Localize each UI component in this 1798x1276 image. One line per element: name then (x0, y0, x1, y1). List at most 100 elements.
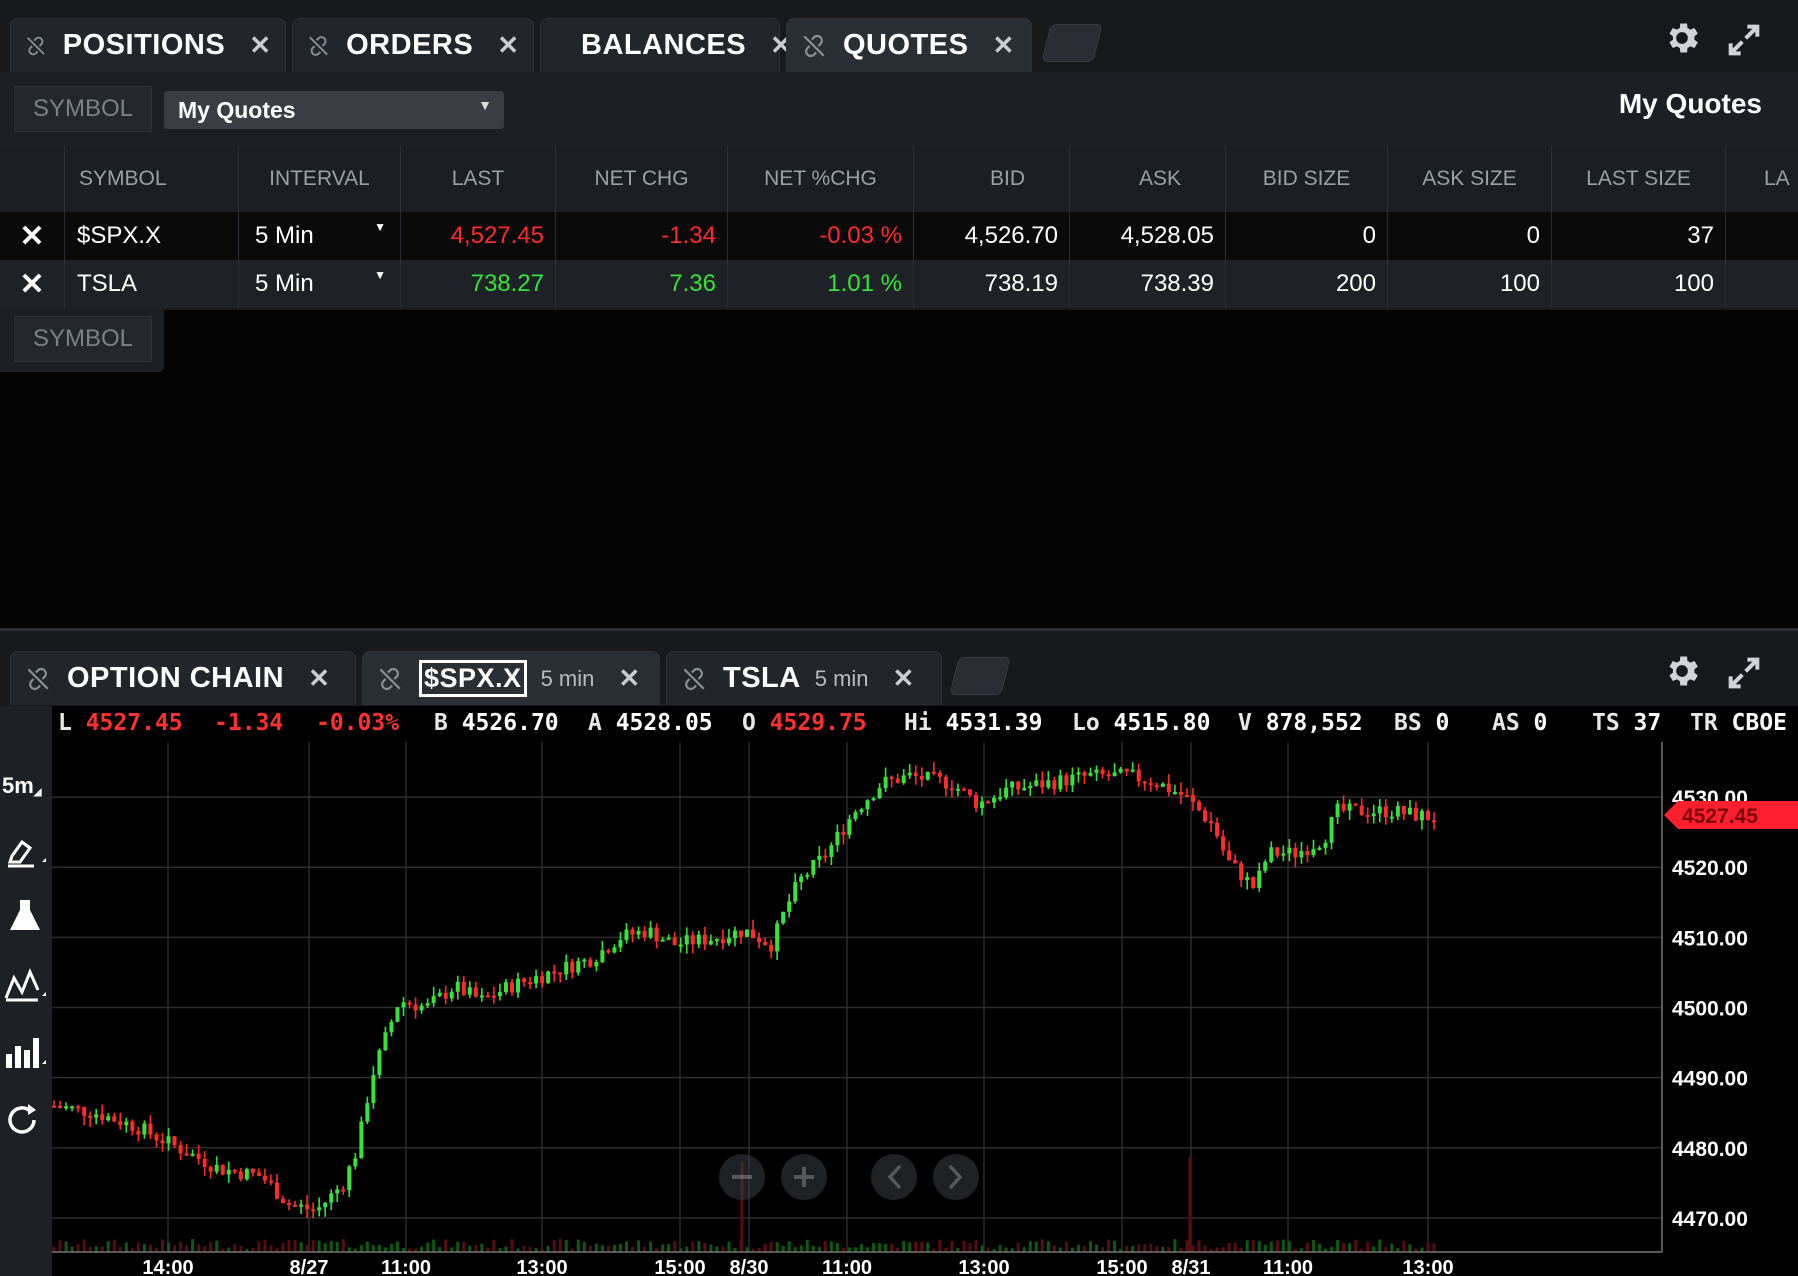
candle-body (678, 944, 683, 947)
volume-bar (1402, 1240, 1406, 1252)
col-la[interactable]: LA (1725, 146, 1798, 212)
watchlist-select[interactable]: My Quotes ▼ (164, 91, 504, 129)
volume-bar (112, 1239, 116, 1252)
add-symbol-input[interactable]: SYMBOL (14, 316, 152, 362)
candle-body (1112, 772, 1117, 777)
col-interval[interactable]: INTERVAL (238, 146, 400, 212)
interval-button[interactable]: 5m ◢ (2, 766, 50, 806)
col-ask-size[interactable]: ASK SIZE (1387, 146, 1551, 212)
candle-body (184, 1153, 189, 1156)
cell-net-pct-chg: -0.03 % (727, 212, 913, 260)
volume-bar (1197, 1240, 1201, 1252)
quotes-empty-area (0, 310, 1798, 628)
cell-interval[interactable]: 5 Min ▼ (238, 260, 400, 308)
flask-icon[interactable] (2, 896, 50, 936)
candle-body (624, 929, 629, 941)
candle-body (1076, 772, 1081, 775)
candle-body (1425, 811, 1430, 821)
candle-body (745, 929, 750, 937)
volume-bar (191, 1239, 195, 1252)
price-chart[interactable]: 4530.004520.004510.004500.004490.004480.… (52, 742, 1798, 1276)
remove-row-icon[interactable]: ✕ (19, 219, 45, 253)
volume-bar (1336, 1239, 1340, 1252)
gear-icon[interactable] (1662, 651, 1702, 691)
col-bid-size[interactable]: BID SIZE (1225, 146, 1387, 212)
quote-strip: L 4527.45 -1.34 -0.03% B 4526.70 A 4528.… (52, 706, 1798, 742)
col-bid[interactable]: BID (913, 146, 1069, 212)
candle-body (262, 1175, 267, 1181)
new-tab-button[interactable] (949, 657, 1011, 695)
price-axis: 4530.004520.004510.004500.004490.004480.… (1672, 787, 1748, 1231)
expand-icon[interactable] (1724, 20, 1764, 60)
candle-body (497, 992, 502, 997)
candle-body (467, 987, 472, 995)
candle-body (1082, 772, 1087, 776)
tab-quotes[interactable]: QUOTES ✕ (786, 18, 1032, 72)
candle-body (401, 1002, 406, 1008)
studies-icon[interactable] (2, 964, 50, 1004)
col-last-size[interactable]: LAST SIZE (1551, 146, 1725, 212)
candle-body (805, 874, 810, 877)
symbol-input[interactable]: SYMBOL (14, 86, 152, 132)
tab-option-chain[interactable]: OPTION CHAIN ✕ (10, 651, 356, 705)
close-icon[interactable]: ✕ (892, 663, 915, 693)
close-icon[interactable]: ✕ (618, 663, 641, 693)
candle-body (829, 845, 834, 858)
tab-spx-chart[interactable]: $SPX.X 5 min ✕ (362, 651, 660, 705)
y-tick-label: 4510.00 (1672, 927, 1748, 950)
candle-body (353, 1158, 358, 1167)
volume-bar (492, 1239, 496, 1252)
scroll-right-button[interactable] (933, 1154, 979, 1200)
candle-body (58, 1105, 63, 1108)
chevron-left-icon (887, 1164, 902, 1190)
tab-label[interactable]: $SPX.X (419, 660, 527, 697)
tab-orders[interactable]: ORDERS ✕ (292, 18, 534, 72)
new-tab-button[interactable] (1041, 24, 1103, 62)
candle-body (931, 771, 936, 774)
candle-body (1172, 791, 1177, 794)
refresh-icon[interactable] (2, 1100, 50, 1140)
volume-bar (468, 1245, 472, 1252)
tab-tsla-chart[interactable]: TSLA 5 min ✕ (666, 651, 942, 705)
tab-positions[interactable]: POSITIONS ✕ (10, 18, 286, 72)
volume-bar (450, 1247, 454, 1252)
volume-bar (287, 1239, 291, 1252)
volume-bar (395, 1241, 399, 1252)
candle-body (1287, 847, 1292, 854)
close-icon[interactable]: ✕ (308, 663, 330, 693)
volume-bar (986, 1247, 990, 1252)
close-icon[interactable]: ✕ (249, 30, 271, 60)
close-icon[interactable]: ✕ (497, 30, 519, 60)
col-net-pct-chg[interactable]: NET %CHG (727, 146, 913, 212)
cell-interval[interactable]: 5 Min ▼ (238, 212, 400, 260)
cell-bid: 4,526.70 (913, 212, 1069, 260)
candle-body (588, 959, 593, 967)
col-net-chg[interactable]: NET CHG (555, 146, 727, 212)
tab-balances[interactable]: BALANCES ✕ (540, 18, 792, 72)
close-icon[interactable]: ✕ (992, 30, 1015, 60)
candle-body (274, 1182, 279, 1199)
volume-bar (1028, 1241, 1032, 1252)
candle-body (100, 1114, 105, 1121)
candle-body (172, 1136, 177, 1146)
x-tick-label: 11:00 (1263, 1257, 1313, 1276)
scroll-left-button[interactable] (871, 1154, 917, 1200)
col-last[interactable]: LAST (400, 146, 555, 212)
volume-bar (884, 1243, 888, 1252)
tab-interval: 5 min (814, 665, 869, 691)
volume-bar (1209, 1248, 1213, 1252)
table-row[interactable]: ✕ TSLA 5 Min ▼ 738.27 7.36 1.01 % 738.19… (0, 260, 1798, 308)
table-row[interactable]: ✕ $SPX.X 5 Min ▼ 4,527.45 -1.34 -0.03 % … (0, 212, 1798, 260)
chart-style-icon[interactable] (2, 1032, 50, 1072)
col-ask[interactable]: ASK (1069, 146, 1225, 212)
candle-body (594, 962, 599, 967)
expand-icon[interactable] (1724, 653, 1764, 693)
chevron-down-icon: ▼ (374, 220, 386, 234)
drawing-pen-icon[interactable] (2, 830, 50, 870)
y-tick-label: 4520.00 (1672, 857, 1748, 880)
gear-icon[interactable] (1662, 18, 1702, 58)
col-symbol[interactable]: SYMBOL (64, 146, 238, 212)
candle-body (907, 772, 912, 776)
remove-row-icon[interactable]: ✕ (19, 267, 45, 301)
volume-bar (160, 1239, 164, 1252)
